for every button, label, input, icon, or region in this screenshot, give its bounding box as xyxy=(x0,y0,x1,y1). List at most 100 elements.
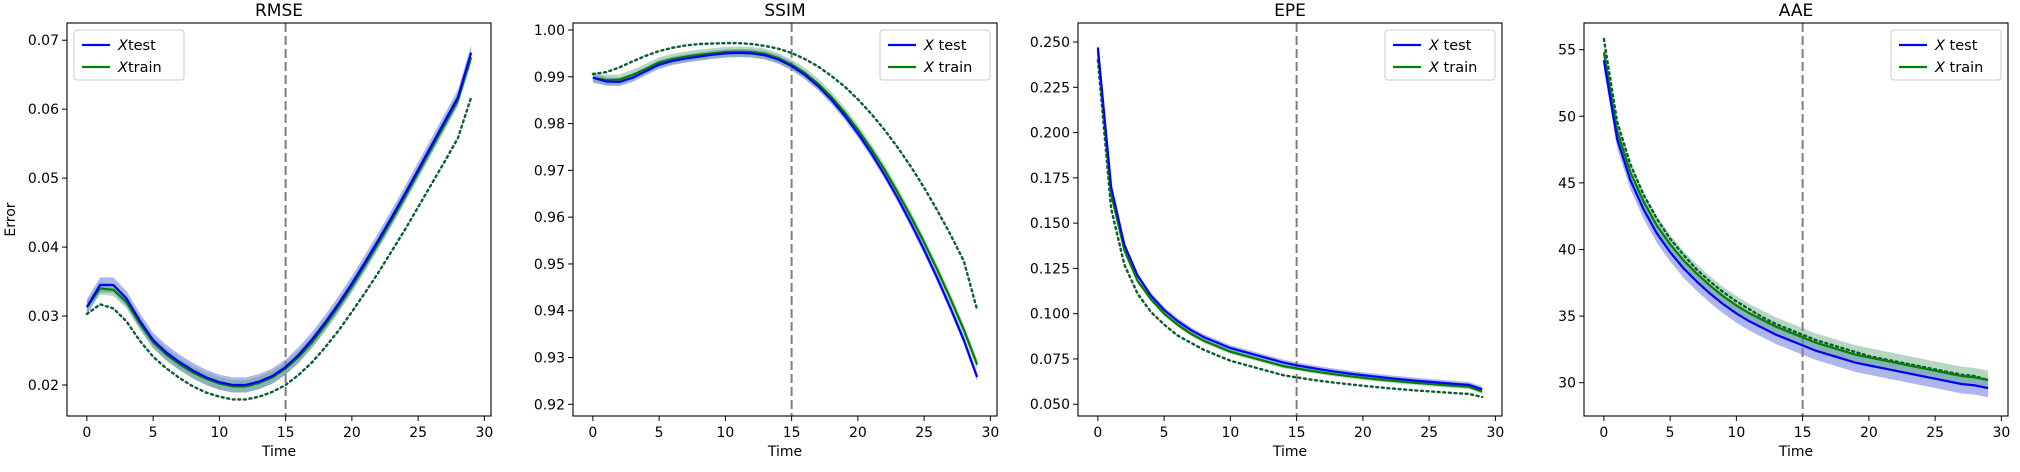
y-tick-label: 0.050 xyxy=(1030,397,1070,413)
x-tick: 15 xyxy=(277,416,295,441)
x-tick-label: 25 xyxy=(409,425,427,441)
y-tick: 0.04 xyxy=(28,240,67,256)
x-tick: 15 xyxy=(1794,416,1812,441)
x-axis-label: Time xyxy=(767,444,802,460)
y-tick: 0.92 xyxy=(534,397,573,413)
x-axis-label: Time xyxy=(1778,444,1813,460)
plot-area xyxy=(85,23,473,416)
y-tick-label: 0.200 xyxy=(1030,126,1070,142)
y-tick-label: 0.02 xyxy=(28,378,59,394)
x-tick: 25 xyxy=(915,416,933,441)
legend: X test X train xyxy=(879,29,991,81)
confidence-band-train xyxy=(1097,48,1483,394)
plot-area xyxy=(591,23,979,416)
y-tick: 45 xyxy=(1558,176,1584,192)
series-line-dotted xyxy=(1602,37,1990,382)
chart-title: SSIM xyxy=(764,1,805,21)
x-tick: 25 xyxy=(409,416,427,441)
panel-epe: 0 5 10 15 20 25 30 0.050 0.075 0.100 0.125 0.150 0.1… xyxy=(1030,1,1504,460)
x-tick: 30 xyxy=(475,416,493,441)
x-tick: 0 xyxy=(82,416,91,441)
series-line-dotted xyxy=(85,96,473,401)
y-tick: 40 xyxy=(1558,242,1584,258)
series-line-test xyxy=(1602,60,1989,390)
x-tick: 0 xyxy=(1599,416,1608,441)
legend-math-symbol: X xyxy=(117,38,129,54)
legend-entry: X train xyxy=(1428,60,1477,76)
legend-math-symbol: X xyxy=(1934,38,1946,54)
panel-rmse: 0 5 10 15 20 25 30 0.02 0.03 0.04 0.05 0.06 0.07 RMSE… xyxy=(3,1,493,460)
legend-entry: X train xyxy=(923,60,972,76)
x-tick: 15 xyxy=(783,416,801,441)
confidence-band-train xyxy=(86,51,472,393)
x-tick: 30 xyxy=(981,416,999,441)
legend-label-text: train xyxy=(128,60,162,76)
legend-math-symbol: X xyxy=(1428,38,1440,54)
plot-area xyxy=(1096,23,1484,416)
y-tick-label: 0.97 xyxy=(534,163,565,179)
legend-entry: Xtrain xyxy=(117,60,162,76)
y-tick: 0.125 xyxy=(1030,261,1078,277)
y-tick-label: 0.94 xyxy=(534,304,565,320)
confidence-band-test xyxy=(592,48,978,382)
y-tick: 0.94 xyxy=(534,304,573,320)
x-tick: 5 xyxy=(1160,416,1169,441)
x-tick: 5 xyxy=(655,416,664,441)
series-line-train xyxy=(592,50,979,365)
x-tick-label: 15 xyxy=(1794,425,1812,441)
x-tick: 10 xyxy=(1727,416,1745,441)
series-line-test xyxy=(592,51,979,378)
x-tick-label: 25 xyxy=(915,425,933,441)
x-tick-label: 0 xyxy=(1093,425,1102,441)
y-tick: 0.07 xyxy=(28,33,67,49)
axes-frame xyxy=(572,22,998,417)
y-tick-label: 45 xyxy=(1558,176,1576,192)
legend-entry: X test xyxy=(1934,38,1978,54)
x-tick-label: 30 xyxy=(475,425,493,441)
y-tick-label: 0.125 xyxy=(1030,261,1070,277)
x-tick: 5 xyxy=(149,416,158,441)
x-tick-label: 10 xyxy=(1221,425,1239,441)
axes-frame xyxy=(66,22,492,417)
legend-label-text: train xyxy=(934,60,972,76)
x-tick-label: 10 xyxy=(210,425,228,441)
y-tick-label: 0.075 xyxy=(1030,352,1070,368)
axes-frame xyxy=(1077,22,1503,417)
legend-math-symbol: X xyxy=(923,38,935,54)
legend-math-symbol: X xyxy=(117,60,129,76)
y-tick: 1.00 xyxy=(534,23,573,39)
x-axis-label: Time xyxy=(261,444,296,460)
series-line-dotted xyxy=(591,41,979,311)
chart-title: EPE xyxy=(1274,1,1306,21)
legend-entry: X train xyxy=(1934,60,1983,76)
y-tick: 0.100 xyxy=(1030,307,1078,323)
y-tick: 0.93 xyxy=(534,351,573,367)
y-tick-label: 40 xyxy=(1558,242,1576,258)
y-tick-label: 0.03 xyxy=(28,309,59,325)
x-tick-label: 20 xyxy=(1860,425,1878,441)
legend-math-symbol: X xyxy=(1934,60,1946,76)
x-tick: 30 xyxy=(1992,416,2010,441)
x-tick: 10 xyxy=(210,416,228,441)
y-tick: 0.050 xyxy=(1030,397,1078,413)
series-line-dotted xyxy=(1096,58,1484,399)
y-tick: 0.06 xyxy=(28,102,67,118)
y-tick: 0.225 xyxy=(1030,80,1078,96)
y-tick: 55 xyxy=(1558,43,1584,59)
x-tick-label: 20 xyxy=(343,425,361,441)
y-tick-label: 0.07 xyxy=(28,33,59,49)
legend-label-text: test xyxy=(1945,38,1978,54)
y-tick-label: 0.100 xyxy=(1030,307,1070,323)
y-tick-label: 50 xyxy=(1558,109,1576,125)
y-tick: 0.03 xyxy=(28,309,67,325)
x-tick-label: 5 xyxy=(149,425,158,441)
y-tick: 0.175 xyxy=(1030,171,1078,187)
y-tick: 0.96 xyxy=(534,210,573,226)
y-tick: 0.02 xyxy=(28,378,67,394)
x-tick-label: 0 xyxy=(1599,425,1608,441)
x-tick: 20 xyxy=(1354,416,1372,441)
legend-label-text: test xyxy=(934,38,967,54)
series-line-test xyxy=(85,52,473,387)
